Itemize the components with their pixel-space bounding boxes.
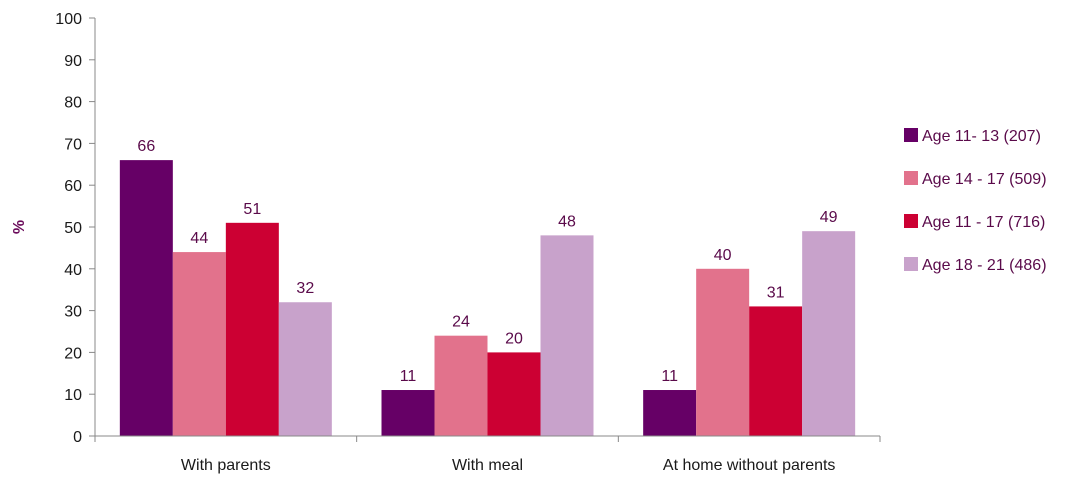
bar-1-3 xyxy=(225,222,279,436)
category-label-2: With meal xyxy=(452,457,523,474)
labels-layer: 66 44 51 32 With parents 11 24 20 48 With meal 11 4… xyxy=(137,138,837,474)
data-label-1-1: 66 xyxy=(137,138,155,155)
bar-3-4 xyxy=(802,231,856,436)
bar-3-2 xyxy=(696,268,750,436)
bar-1-4 xyxy=(278,302,332,436)
legend-label-3: Age 11 - 17 (716) xyxy=(922,214,1045,231)
y-tick-label-7: 70 xyxy=(64,136,82,153)
y-tick-label-0: 0 xyxy=(73,429,82,446)
data-label-1-3: 51 xyxy=(243,201,261,218)
bar-1-1 xyxy=(119,160,173,436)
data-label-3-4: 49 xyxy=(820,209,838,226)
y-tick-label-3: 30 xyxy=(64,304,82,321)
y-tick-label-10: 100 xyxy=(55,11,82,28)
y-tick-label-8: 80 xyxy=(64,95,82,112)
bar-3-1 xyxy=(643,390,697,436)
bar-2-1 xyxy=(381,390,435,436)
data-label-2-4: 48 xyxy=(558,213,576,230)
axes-layer: 0 10 20 30 40 50 60 70 80 90 100 xyxy=(55,11,881,446)
y-axis-label: % xyxy=(11,220,28,234)
y-tick-label-1: 10 xyxy=(64,387,82,404)
category-label-3: At home without parents xyxy=(663,457,836,474)
bar-3-3 xyxy=(749,306,803,436)
y-tick-label-2: 20 xyxy=(64,345,82,362)
legend-swatch-2 xyxy=(904,171,918,185)
bar-1-2 xyxy=(172,252,226,436)
y-tick-label-6: 60 xyxy=(64,178,82,195)
y-tick-label-5: 50 xyxy=(64,220,82,237)
legend: Age 11- 13 (207) Age 14 - 17 (509) Age 11 … xyxy=(904,128,1047,274)
legend-swatch-4 xyxy=(904,257,918,271)
category-label-1: With parents xyxy=(181,457,271,474)
data-label-2-3: 20 xyxy=(505,330,523,347)
legend-label-1: Age 11- 13 (207) xyxy=(922,128,1041,145)
legend-label-4: Age 18 - 21 (486) xyxy=(922,257,1047,274)
y-tick-label-4: 40 xyxy=(64,262,82,279)
bar-2-4 xyxy=(540,235,594,436)
data-label-1-4: 32 xyxy=(296,280,314,297)
data-label-2-1: 11 xyxy=(400,368,417,385)
data-label-3-2: 40 xyxy=(714,247,732,264)
data-label-3-1: 11 xyxy=(661,368,678,385)
y-tick-label-9: 90 xyxy=(64,53,82,70)
legend-swatch-3 xyxy=(904,214,918,228)
legend-label-2: Age 14 - 17 (509) xyxy=(922,171,1047,188)
data-label-2-2: 24 xyxy=(452,314,470,331)
data-label-1-2: 44 xyxy=(190,230,208,247)
bars-layer xyxy=(119,160,856,436)
bar-2-2 xyxy=(434,335,488,436)
legend-swatch-1 xyxy=(904,128,918,142)
bar-2-3 xyxy=(487,352,541,436)
data-label-3-3: 31 xyxy=(767,284,785,301)
